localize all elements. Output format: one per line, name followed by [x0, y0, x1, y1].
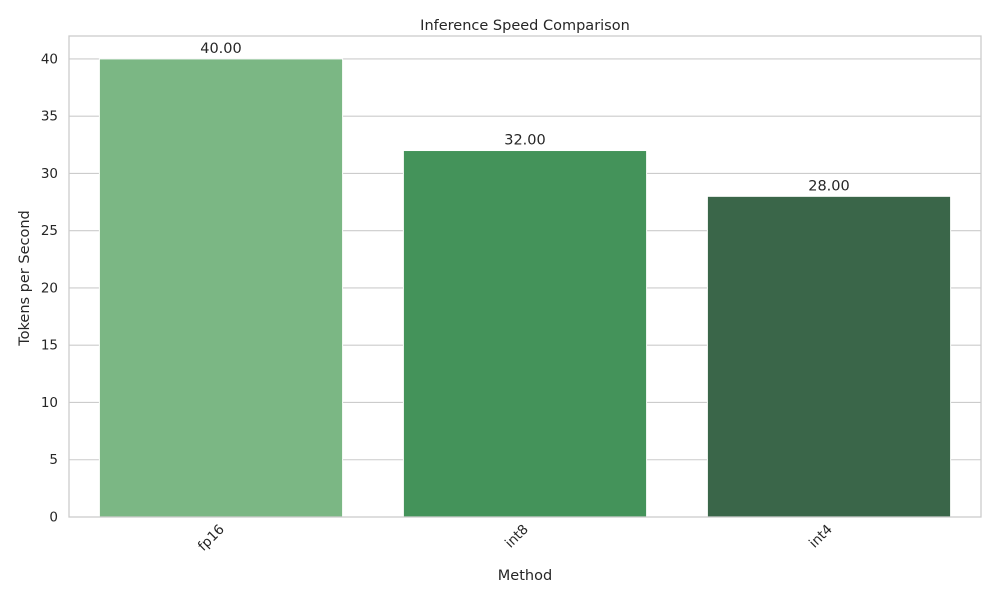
plot-frame — [68, 35, 982, 518]
y-axis-label: Tokens per Second — [17, 210, 33, 346]
y-tick-label: 25 — [41, 223, 58, 239]
y-tick-label: 35 — [41, 109, 58, 125]
x-tick-label-int8: int8 — [502, 522, 532, 552]
y-tick-label: 0 — [49, 510, 58, 526]
data-labels: 40.00 32.00 28.00 — [200, 41, 850, 194]
data-label-int8: 32.00 — [504, 133, 546, 149]
x-tick-label-int4: int4 — [806, 522, 836, 552]
y-tick-label: 40 — [41, 51, 58, 67]
chart-title: Inference Speed Comparison — [420, 18, 630, 34]
y-tick-label: 30 — [41, 166, 58, 182]
bar-int4 — [706, 195, 952, 518]
data-label-int4: 28.00 — [808, 178, 850, 194]
x-axis-label: Method — [498, 568, 552, 584]
x-tick-labels: fp16 int8 int4 — [195, 522, 836, 555]
bar-fp16 — [98, 58, 344, 518]
bar-int8 — [402, 150, 648, 518]
y-tick-label: 15 — [41, 338, 58, 354]
y-tick-label: 10 — [41, 395, 58, 411]
data-label-fp16: 40.00 — [200, 41, 242, 57]
y-tick-label: 5 — [49, 452, 58, 468]
y-tick-labels: 0 5 10 15 20 25 30 35 40 — [41, 51, 58, 525]
bars — [98, 58, 952, 518]
y-tick-label: 20 — [41, 280, 58, 296]
x-tick-label-fp16: fp16 — [195, 522, 228, 555]
